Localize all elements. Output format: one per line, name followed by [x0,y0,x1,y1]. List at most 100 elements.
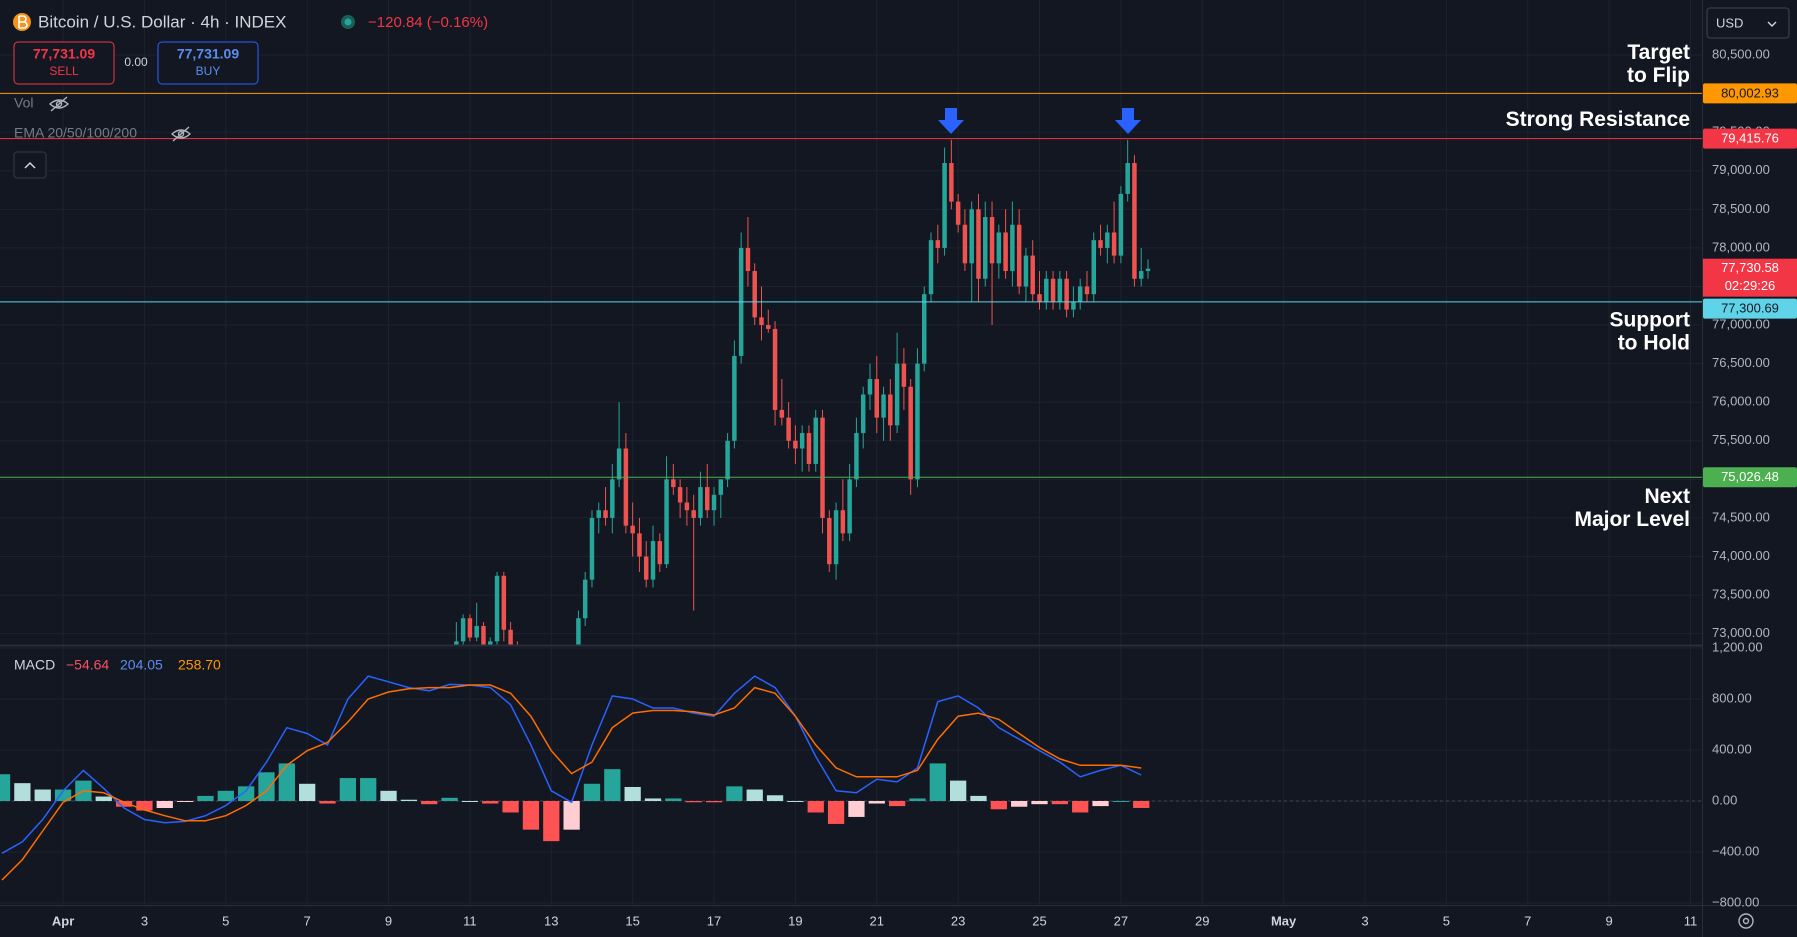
y-tick-label: 0.00 [1712,792,1737,807]
collapse-button[interactable] [13,151,47,179]
candle-body [488,641,493,645]
ema-visibility[interactable] [170,126,192,142]
histogram-bar [766,795,784,801]
eye-strike[interactable] [172,126,190,142]
candle-body [745,247,751,272]
candle-body [1071,301,1076,310]
level-note: to Flip [1627,64,1690,87]
currency-select[interactable]: USD [1706,7,1790,39]
histogram-bar [502,801,519,813]
x-tick-label: 25 [1032,913,1046,928]
candle-body [813,417,818,464]
y-tick-label: 73,000.00 [1712,625,1770,640]
histogram-bar [115,801,133,807]
candle-body [1023,255,1029,287]
currency-label[interactable]: USD [1716,15,1743,30]
y-tick-label: 800.00 [1712,690,1752,705]
peak-arrow [938,108,964,134]
countdown: 02:29:26 [1725,278,1776,293]
indicator-readout: −54.64 [66,657,109,673]
settings-icon-center[interactable] [1742,917,1750,925]
y-tick-label: −400.00 [1712,843,1759,858]
sell-label[interactable]: SELL [49,64,79,78]
level-price-label: 77,300.69 [1721,301,1779,316]
eye-pupil[interactable] [177,130,185,138]
candle-body [867,379,873,395]
candle-body [474,625,479,638]
candle-body [630,525,635,534]
histogram-bar [441,797,458,801]
candle-body [1084,286,1090,295]
candle-body [949,163,954,202]
buy-price[interactable]: 77,731.09 [177,46,239,62]
last-price-box [1703,258,1797,297]
eye-pupil[interactable] [55,100,63,108]
last-price-label: 77,730.58 [1721,260,1779,275]
candle-body [582,579,588,619]
histogram-bar [868,801,885,804]
candle-body [1138,271,1144,279]
histogram-bar [339,778,356,801]
histogram-bar [217,790,234,801]
candle-body [1037,294,1042,302]
histogram-bar [176,801,194,802]
x-tick-label: 29 [1195,913,1209,928]
collapse-chevron[interactable] [24,161,36,169]
collapse-box[interactable] [13,151,47,179]
vol-indicator: Vol [14,95,33,111]
x-tick-label: 11 [1684,913,1698,928]
y-tick-label: 80,500.00 [1712,46,1770,61]
spread: 0.00 [124,55,148,69]
settings-icon[interactable] [1738,913,1754,929]
candle-body [657,541,663,565]
vol-visibility[interactable] [48,96,70,112]
candle-body [1091,240,1096,295]
histogram-bar [360,778,377,801]
overlay: Bitcoin / U.S. Dollar · 4h · INDEX −120.… [13,7,1790,929]
x-tick-label: 3 [1361,913,1368,928]
candle-body [454,641,459,645]
x-tick-label: 5 [222,913,229,928]
sell-button[interactable]: 77,731.09 SELL [13,41,115,85]
histogram-bar [319,801,336,804]
histogram-bar [278,763,295,801]
level-price-label: 80,002.93 [1721,85,1779,100]
currency-chevron[interactable] [1767,21,1777,27]
x-tick-label: 23 [951,913,965,928]
sell-box[interactable] [13,41,115,85]
candle-body [603,510,608,518]
x-tick-label: 3 [141,913,148,928]
x-tick-label: 17 [707,913,721,928]
candle-body [759,317,764,326]
histogram-bar [34,789,51,801]
candle-body [711,494,717,511]
sell-price[interactable]: 77,731.09 [33,46,95,62]
histogram-bar [1031,801,1048,805]
candle-body [779,409,785,418]
candle-body [664,479,669,565]
eye-strike[interactable] [50,96,68,112]
settings-button[interactable] [1738,913,1754,929]
histogram-bar [1051,801,1068,805]
candle-body [915,363,920,480]
buy-button[interactable]: 77,731.09 BUY [157,41,259,85]
candle-body [691,510,696,518]
candle-body [860,394,866,434]
y-tick-label: 74,000.00 [1712,548,1770,563]
currency-box[interactable] [1706,7,1790,39]
symbol-icon-glyph [18,15,28,29]
histogram-bar [482,801,499,804]
histogram-bar [685,801,702,803]
histogram-bar [1112,801,1130,802]
candle-body [725,440,730,480]
candle-body [705,487,710,511]
buy-label[interactable]: BUY [196,64,221,78]
market-status-dot [344,18,352,26]
candle-body [1098,240,1103,248]
level-note: to Hold [1618,331,1690,354]
histogram-bar [848,801,865,817]
candle-body [989,217,995,264]
buy-box[interactable] [157,41,259,85]
histogram-bar [421,801,438,805]
candle-body [1044,278,1049,302]
